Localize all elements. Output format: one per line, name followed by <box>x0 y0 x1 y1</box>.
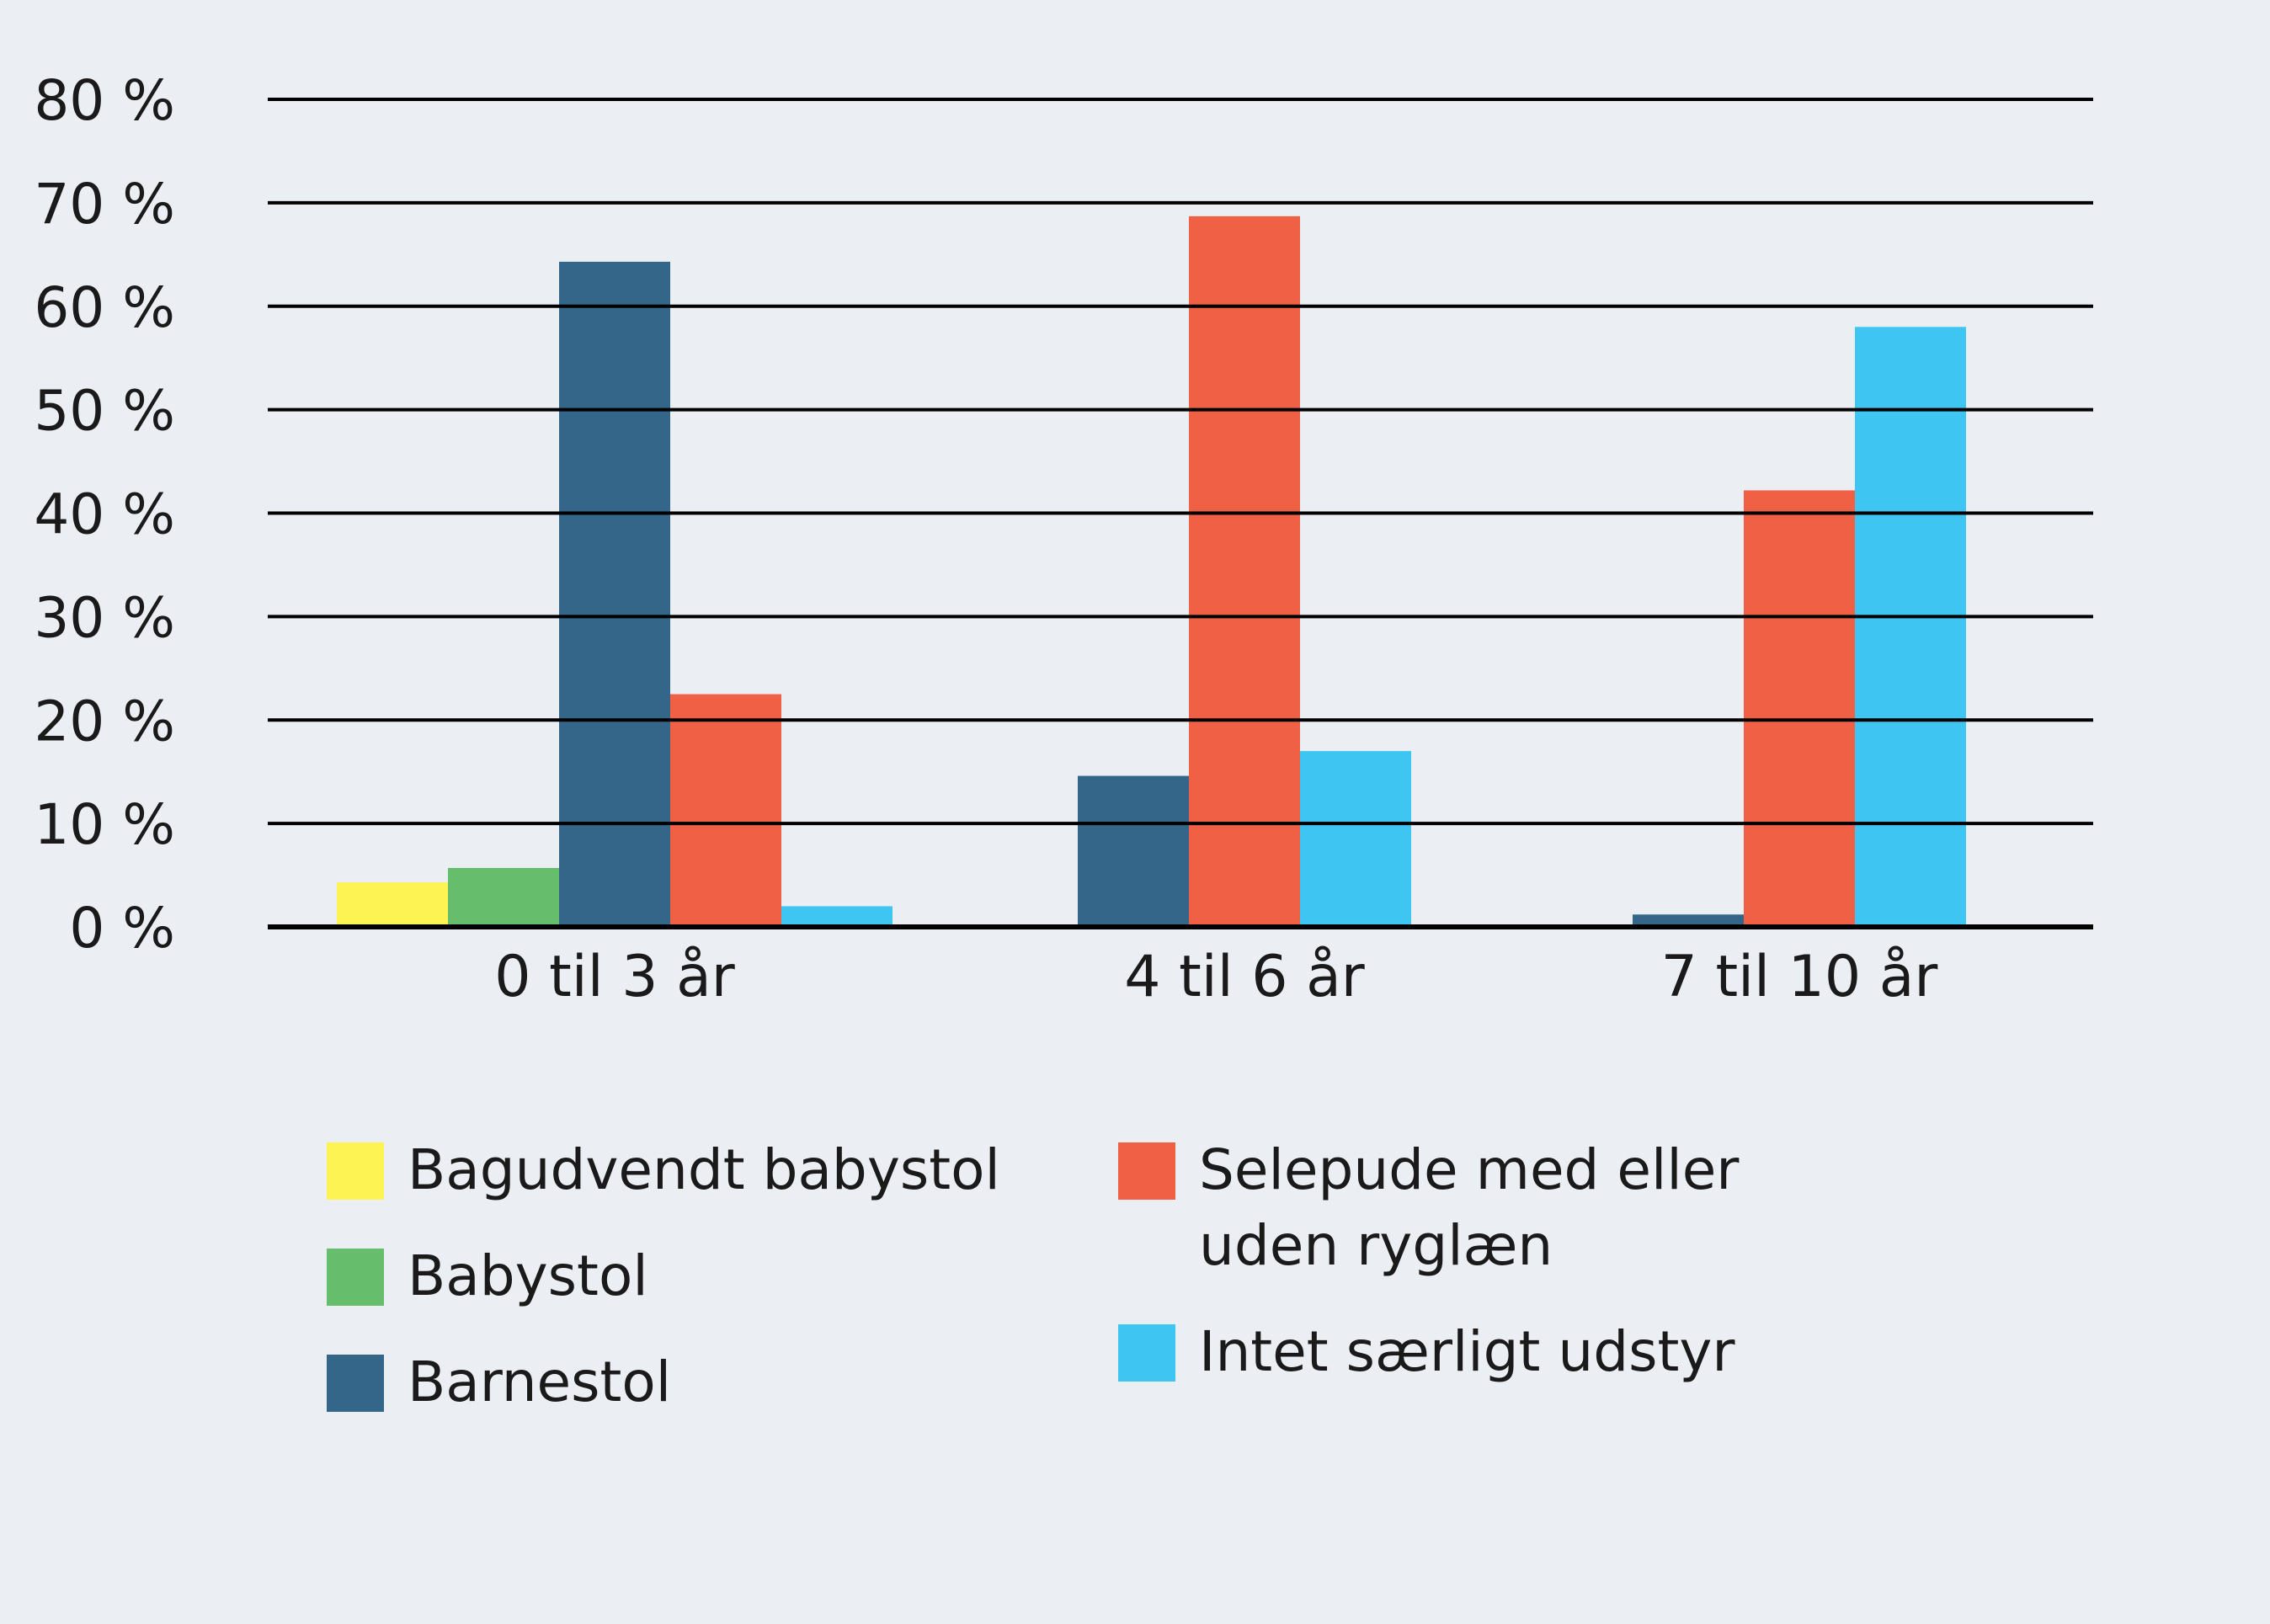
bar <box>1744 490 1855 927</box>
x-tick-label: 7 til 10 år <box>1661 944 1938 1010</box>
legend-swatch <box>327 1355 384 1412</box>
y-tick-label: 60 % <box>34 275 175 340</box>
legend-swatch <box>1118 1142 1175 1200</box>
bar <box>670 694 781 927</box>
bar <box>781 906 893 927</box>
bar <box>448 867 559 927</box>
legend-item: Barnestol <box>327 1344 1084 1420</box>
legend-swatch <box>1118 1324 1175 1382</box>
bar <box>1855 327 1966 927</box>
bar <box>1300 751 1411 927</box>
y-tick-label: 70 % <box>34 172 175 237</box>
bar <box>559 261 670 927</box>
bars <box>337 216 1966 927</box>
legend: Bagudvendt babystol Babystol Barnestol Sel… <box>327 1132 2011 1452</box>
legend-item: Bagudvendt babystol <box>327 1132 1084 1208</box>
bar <box>337 882 448 927</box>
legend-item: Intet særligt udstyr <box>1118 1314 1876 1390</box>
legend-column: Bagudvendt babystol Babystol Barnestol <box>327 1132 1084 1451</box>
bar <box>1633 914 1744 927</box>
y-tick-label: 50 % <box>34 379 175 444</box>
legend-column: Selepude med eller uden ryglæn Intet særl… <box>1118 1132 1876 1420</box>
legend-label: Barnestol <box>408 1350 672 1414</box>
y-tick-label: 30 % <box>34 585 175 650</box>
legend-label: Intet særligt udstyr <box>1199 1319 1735 1384</box>
y-tick-label: 40 % <box>34 482 175 547</box>
legend-item: Selepude med eller uden ryglæn <box>1118 1132 1876 1284</box>
legend-swatch <box>327 1142 384 1200</box>
legend-label: Babystol <box>408 1243 648 1308</box>
legend-swatch <box>327 1249 384 1306</box>
y-tick-label: 20 % <box>34 689 175 753</box>
bar <box>1078 775 1189 927</box>
y-tick-label: 0 % <box>69 896 175 961</box>
legend-item: Babystol <box>327 1238 1084 1314</box>
x-tick-label: 4 til 6 år <box>1124 944 1364 1010</box>
y-tick-label: 10 % <box>34 792 175 857</box>
bar <box>1189 216 1300 927</box>
legend-label: Selepude med eller uden ryglæn <box>1199 1137 1740 1278</box>
y-axis-ticks: 0 % 10 % 20 % 30 % 40 % 50 % 60 % 70 % 80 % <box>34 68 175 961</box>
x-tick-label: 0 til 3 år <box>494 944 734 1010</box>
x-axis-ticks: 0 til 3 år 4 til 6 år 7 til 10 år <box>494 944 1937 1010</box>
y-tick-label: 80 % <box>34 68 175 133</box>
gridlines <box>268 98 2093 826</box>
legend-label: Bagudvendt babystol <box>408 1137 1000 1202</box>
